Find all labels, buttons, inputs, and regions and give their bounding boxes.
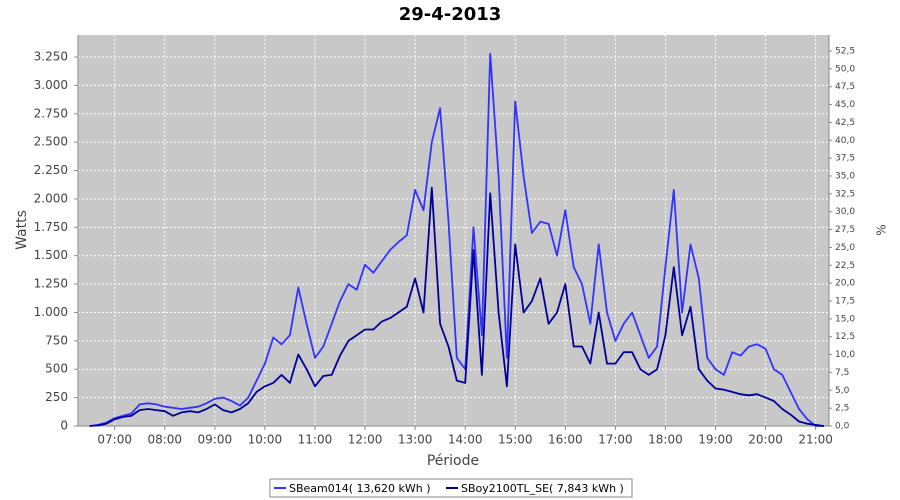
x-tick-label: 07:00 [97, 433, 132, 447]
y2-tick-label: 5,0 [835, 386, 850, 396]
y-tick-label: 1.500 [34, 248, 68, 262]
y2-axis-label: % [875, 224, 889, 235]
series-line [89, 52, 824, 427]
y2-tick-label: 50,0 [835, 64, 855, 74]
x-tick-label: 18:00 [648, 433, 683, 447]
x-tick-label: 15:00 [498, 433, 533, 447]
y-tick-label: 2.000 [34, 191, 68, 205]
x-tick-label: 21:00 [798, 433, 833, 447]
y-tick-label: 1.250 [34, 277, 68, 291]
x-tick-label: 12:00 [348, 433, 383, 447]
y2-tick-label: 27,5 [835, 225, 855, 235]
y-tick-label: 3.000 [34, 78, 68, 92]
y2-tick-label: 15,0 [835, 314, 855, 324]
x-axis-label: Période [427, 453, 479, 469]
y-tick-label: 1.000 [34, 305, 68, 319]
legend-label: SBeam014( 13,620 kWh ) [289, 482, 431, 495]
y2-tick-label: 37,5 [835, 154, 855, 164]
y-tick-label: 2.750 [34, 106, 68, 120]
y2-tick-label: 7,5 [835, 368, 849, 378]
series-line [89, 186, 825, 427]
y-axis-label: Watts [14, 210, 30, 250]
y-tick-label: 500 [45, 362, 68, 376]
y2-tick-label: 22,5 [835, 261, 855, 271]
chart-title: 29-4-2013 [399, 4, 502, 25]
y2-tick-label: 40,0 [835, 136, 855, 146]
y-tick-label: 250 [45, 390, 68, 404]
x-tick-label: 08:00 [147, 433, 182, 447]
y2-tick-label: 47,5 [835, 82, 855, 92]
x-tick-label: 10:00 [248, 433, 283, 447]
y2-tick-label: 35,0 [835, 172, 855, 182]
y-tick-label: 0 [60, 419, 68, 433]
y2-tick-label: 30,0 [835, 207, 855, 217]
y-tick-label: 750 [45, 333, 68, 347]
x-tick-label: 19:00 [698, 433, 733, 447]
x-tick-label: 13:00 [398, 433, 433, 447]
y-tick-label: 1.750 [34, 220, 68, 234]
legend-label: SBoy2100TL_SE( 7,843 kWh ) [461, 482, 624, 495]
y-tick-label: 3.250 [34, 50, 68, 64]
y2-tick-label: 12,5 [835, 332, 855, 342]
plot-area [78, 35, 829, 426]
y2-tick-label: 25,0 [835, 243, 855, 253]
y2-tick-label: 52,5 [835, 47, 855, 57]
y2-tick-label: 20,0 [835, 279, 855, 289]
y2-tick-label: 17,5 [835, 297, 855, 307]
y2-tick-label: 42,5 [835, 118, 855, 128]
y2-tick-label: 0,0 [835, 422, 850, 432]
x-tick-label: 20:00 [748, 433, 783, 447]
y2-tick-label: 32,5 [835, 189, 855, 199]
x-tick-label: 17:00 [598, 433, 633, 447]
y2-tick-label: 45,0 [835, 100, 855, 110]
x-tick-label: 11:00 [298, 433, 333, 447]
x-tick-label: 16:00 [548, 433, 583, 447]
y2-tick-label: 10,0 [835, 350, 855, 360]
y2-tick-label: 2,5 [835, 404, 849, 414]
x-tick-label: 14:00 [448, 433, 483, 447]
y-tick-label: 2.250 [34, 163, 68, 177]
y-tick-label: 2.500 [34, 135, 68, 149]
x-tick-label: 09:00 [198, 433, 233, 447]
